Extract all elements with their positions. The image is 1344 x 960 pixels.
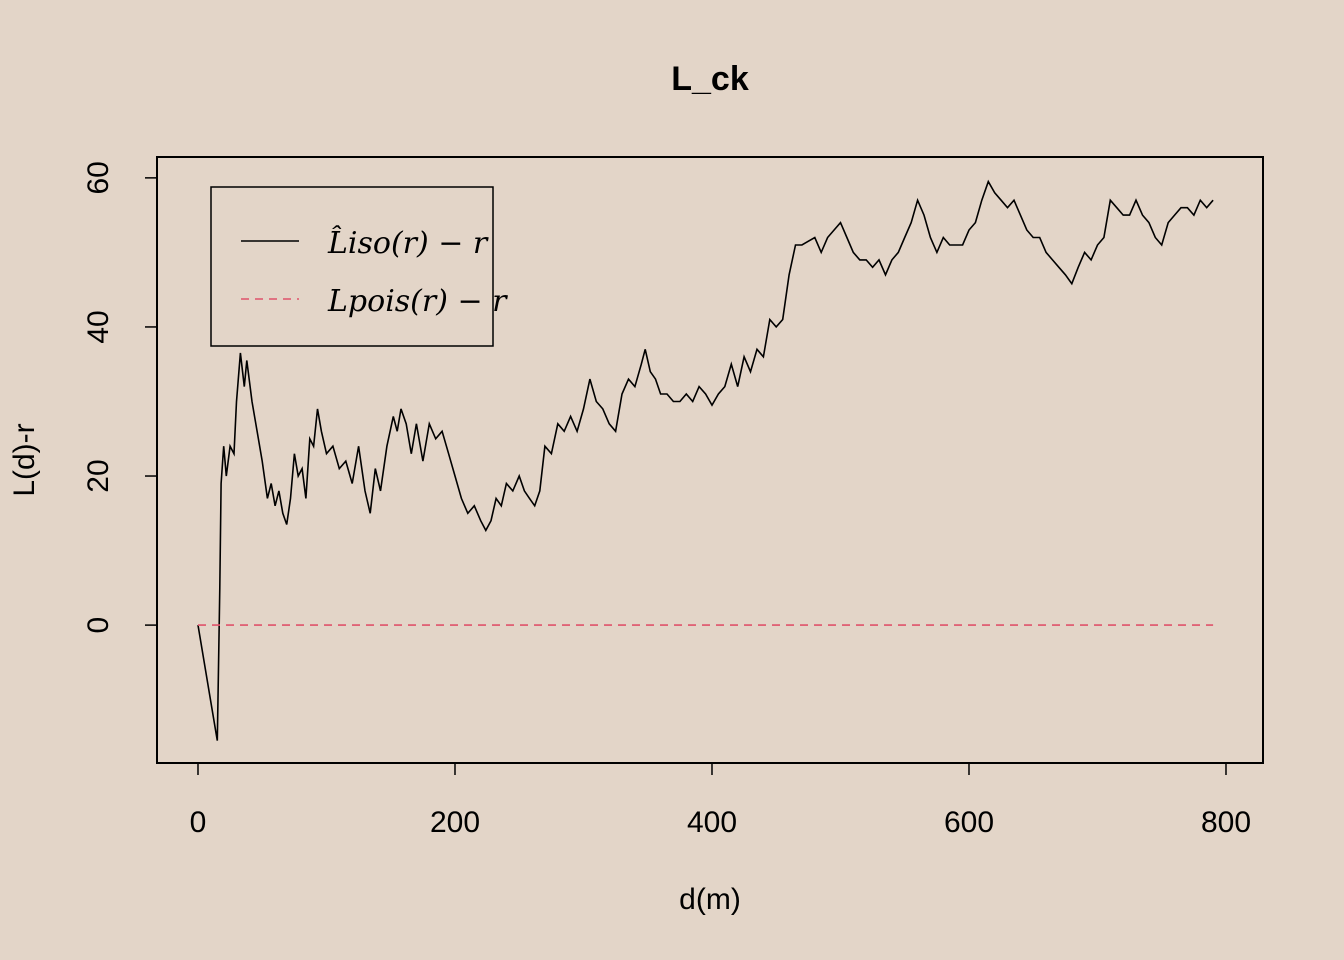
y-tick-label: 0	[82, 617, 115, 634]
data-line	[197, 179, 1214, 741]
x-tick-label: 0	[190, 806, 207, 839]
x-tick-label: 800	[1201, 806, 1251, 839]
y-tick-label: 60	[82, 161, 115, 194]
legend-label: L̂iso(r) − r	[327, 226, 489, 261]
y-tick-label: 20	[82, 459, 115, 492]
y-axis-label: L(d)-r	[8, 423, 41, 496]
x-tick-label: 400	[687, 806, 737, 839]
x-tick-label: 200	[430, 806, 480, 839]
legend-label: Lpois(r) − r	[327, 284, 508, 319]
legend-box	[210, 186, 494, 347]
x-axis-label: d(m)	[679, 883, 741, 916]
x-tick-label: 600	[944, 806, 994, 839]
chart-title: L_ck	[671, 60, 749, 98]
y-tick-label: 40	[82, 310, 115, 343]
